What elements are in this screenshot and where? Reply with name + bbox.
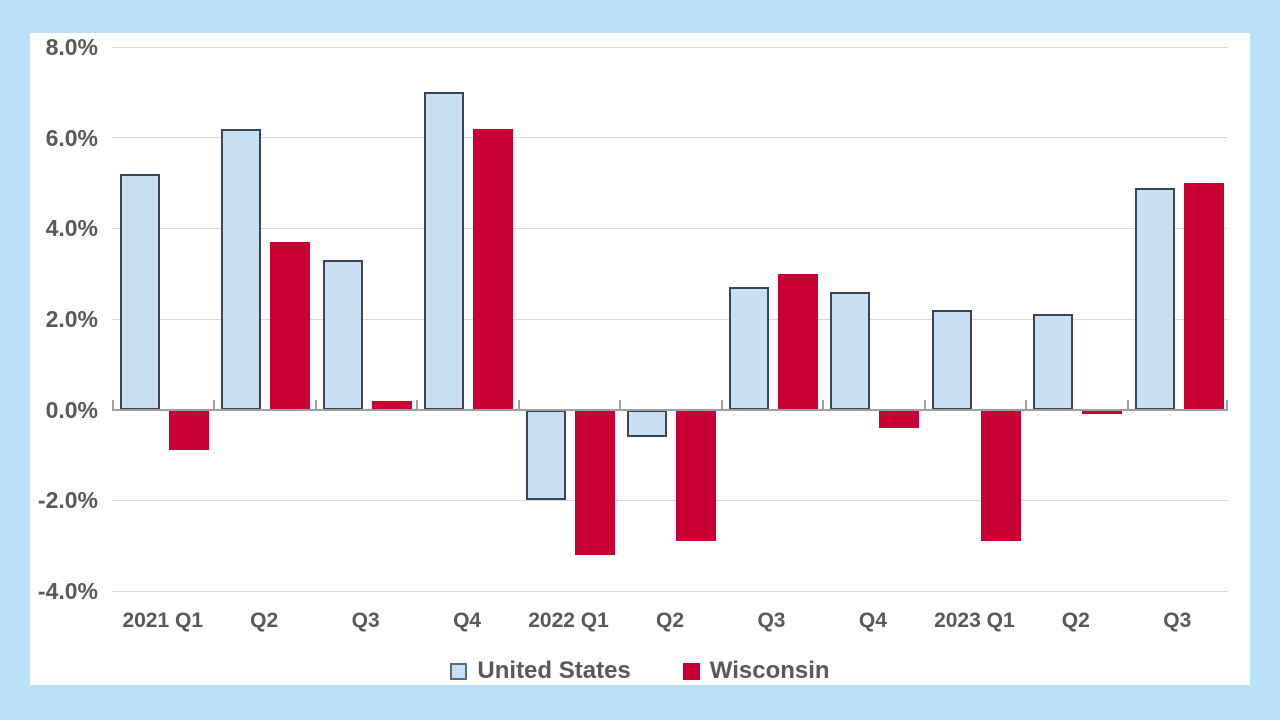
axis-tick (721, 399, 723, 409)
x-axis-tick-label: Q4 (858, 609, 887, 632)
x-axis-tick-label: 2022 Q1 (528, 609, 609, 632)
y-axis-tick-label: 2.0% (45, 306, 98, 332)
category-group (416, 47, 517, 591)
axis-tick (924, 399, 926, 409)
bar-wisconsin (879, 409, 920, 428)
bar-wisconsin (473, 128, 514, 410)
axis-tick (822, 399, 824, 409)
category-group (721, 47, 822, 591)
y-axis-tick-label: -4.0% (37, 578, 98, 604)
x-axis-tick-label: Q2 (655, 609, 684, 632)
y-axis-tick-label: 8.0% (45, 34, 98, 60)
bar-wisconsin (676, 409, 717, 542)
x-axis-tick-label: Q3 (1163, 609, 1192, 632)
category-group (315, 47, 416, 591)
bar-wisconsin (270, 241, 311, 410)
category-group (822, 47, 923, 591)
plot-area: 2021 Q1 Q2 Q3 Q4 2022 Q1 Q2 Q3 Q4 2023 Q1 Q2 Q3 (112, 46, 1228, 632)
bar-united-states (627, 409, 668, 437)
legend-marker-wisconsin (682, 662, 700, 680)
bar-wisconsin (980, 409, 1021, 542)
category-group (924, 47, 1025, 591)
bar-united-states (322, 260, 363, 410)
bar-wisconsin (1082, 409, 1123, 415)
gridline (112, 318, 1228, 320)
legend-item-united-states: United States (450, 657, 631, 685)
axis-tick (416, 399, 418, 409)
axis-tick (518, 399, 520, 409)
y-axis-tick-label: 4.0% (45, 215, 98, 242)
bar-wisconsin (169, 409, 209, 451)
bar-wisconsin (777, 273, 818, 410)
chart-panel: 8.0% 6.0% 4.0% 2.0% 0.0% -2.0% -4.0% 2021 Q1 Q2… (30, 33, 1250, 685)
axis-tick (315, 399, 317, 409)
legend-label: Wisconsin (709, 657, 830, 684)
gridline (112, 46, 1228, 48)
bar-united-states (424, 92, 465, 410)
x-axis-tick-label: Q2 (250, 609, 279, 632)
category-group (1127, 47, 1228, 591)
x-axis-zero-line (112, 408, 1228, 411)
axis-tick (213, 399, 215, 409)
bar-wisconsin (371, 400, 412, 410)
axis-tick (1127, 399, 1129, 409)
legend-item-wisconsin: Wisconsin (682, 657, 830, 685)
x-axis-tick-label: 2021 Q1 (122, 609, 204, 632)
bar-wisconsin (574, 409, 615, 555)
axis-tick (112, 399, 114, 409)
bar-united-states (120, 173, 160, 410)
bar-united-states (221, 128, 262, 410)
y-axis-labels: 8.0% 6.0% 4.0% 2.0% 0.0% -2.0% -4.0% (30, 34, 98, 604)
legend-label: United States (477, 657, 631, 684)
x-axis-tick-label: Q4 (453, 609, 482, 632)
axis-tick (1226, 399, 1228, 409)
category-group (213, 47, 314, 591)
bar-united-states (525, 409, 566, 501)
category-group (619, 47, 720, 591)
bar-united-states (728, 287, 769, 410)
legend: United States Wisconsin (30, 655, 1250, 687)
bar-united-states (1134, 187, 1175, 410)
category-group (518, 47, 619, 591)
y-axis-tick-label: 6.0% (45, 124, 98, 151)
bar-united-states (830, 291, 871, 410)
y-axis-tick-label: 0.0% (45, 396, 98, 423)
category-group (112, 47, 213, 591)
x-axis-tick-label: Q3 (351, 609, 380, 632)
legend-marker-united-states (450, 662, 468, 680)
gridline (112, 137, 1228, 139)
axis-tick (1025, 399, 1027, 409)
bar-united-states (1033, 314, 1074, 410)
category-group (1025, 47, 1126, 591)
x-axis-tick-label: Q3 (757, 609, 786, 632)
x-axis-tick-label: Q2 (1061, 609, 1090, 632)
bar-wisconsin (1183, 183, 1224, 410)
gridline (112, 590, 1228, 592)
axis-tick (619, 399, 621, 409)
y-axis-tick-label: -2.0% (37, 487, 98, 514)
bar-united-states (931, 309, 972, 410)
gridline (112, 227, 1228, 229)
gridline (112, 499, 1228, 501)
x-axis-tick-label: 2023 Q1 (934, 609, 1015, 632)
